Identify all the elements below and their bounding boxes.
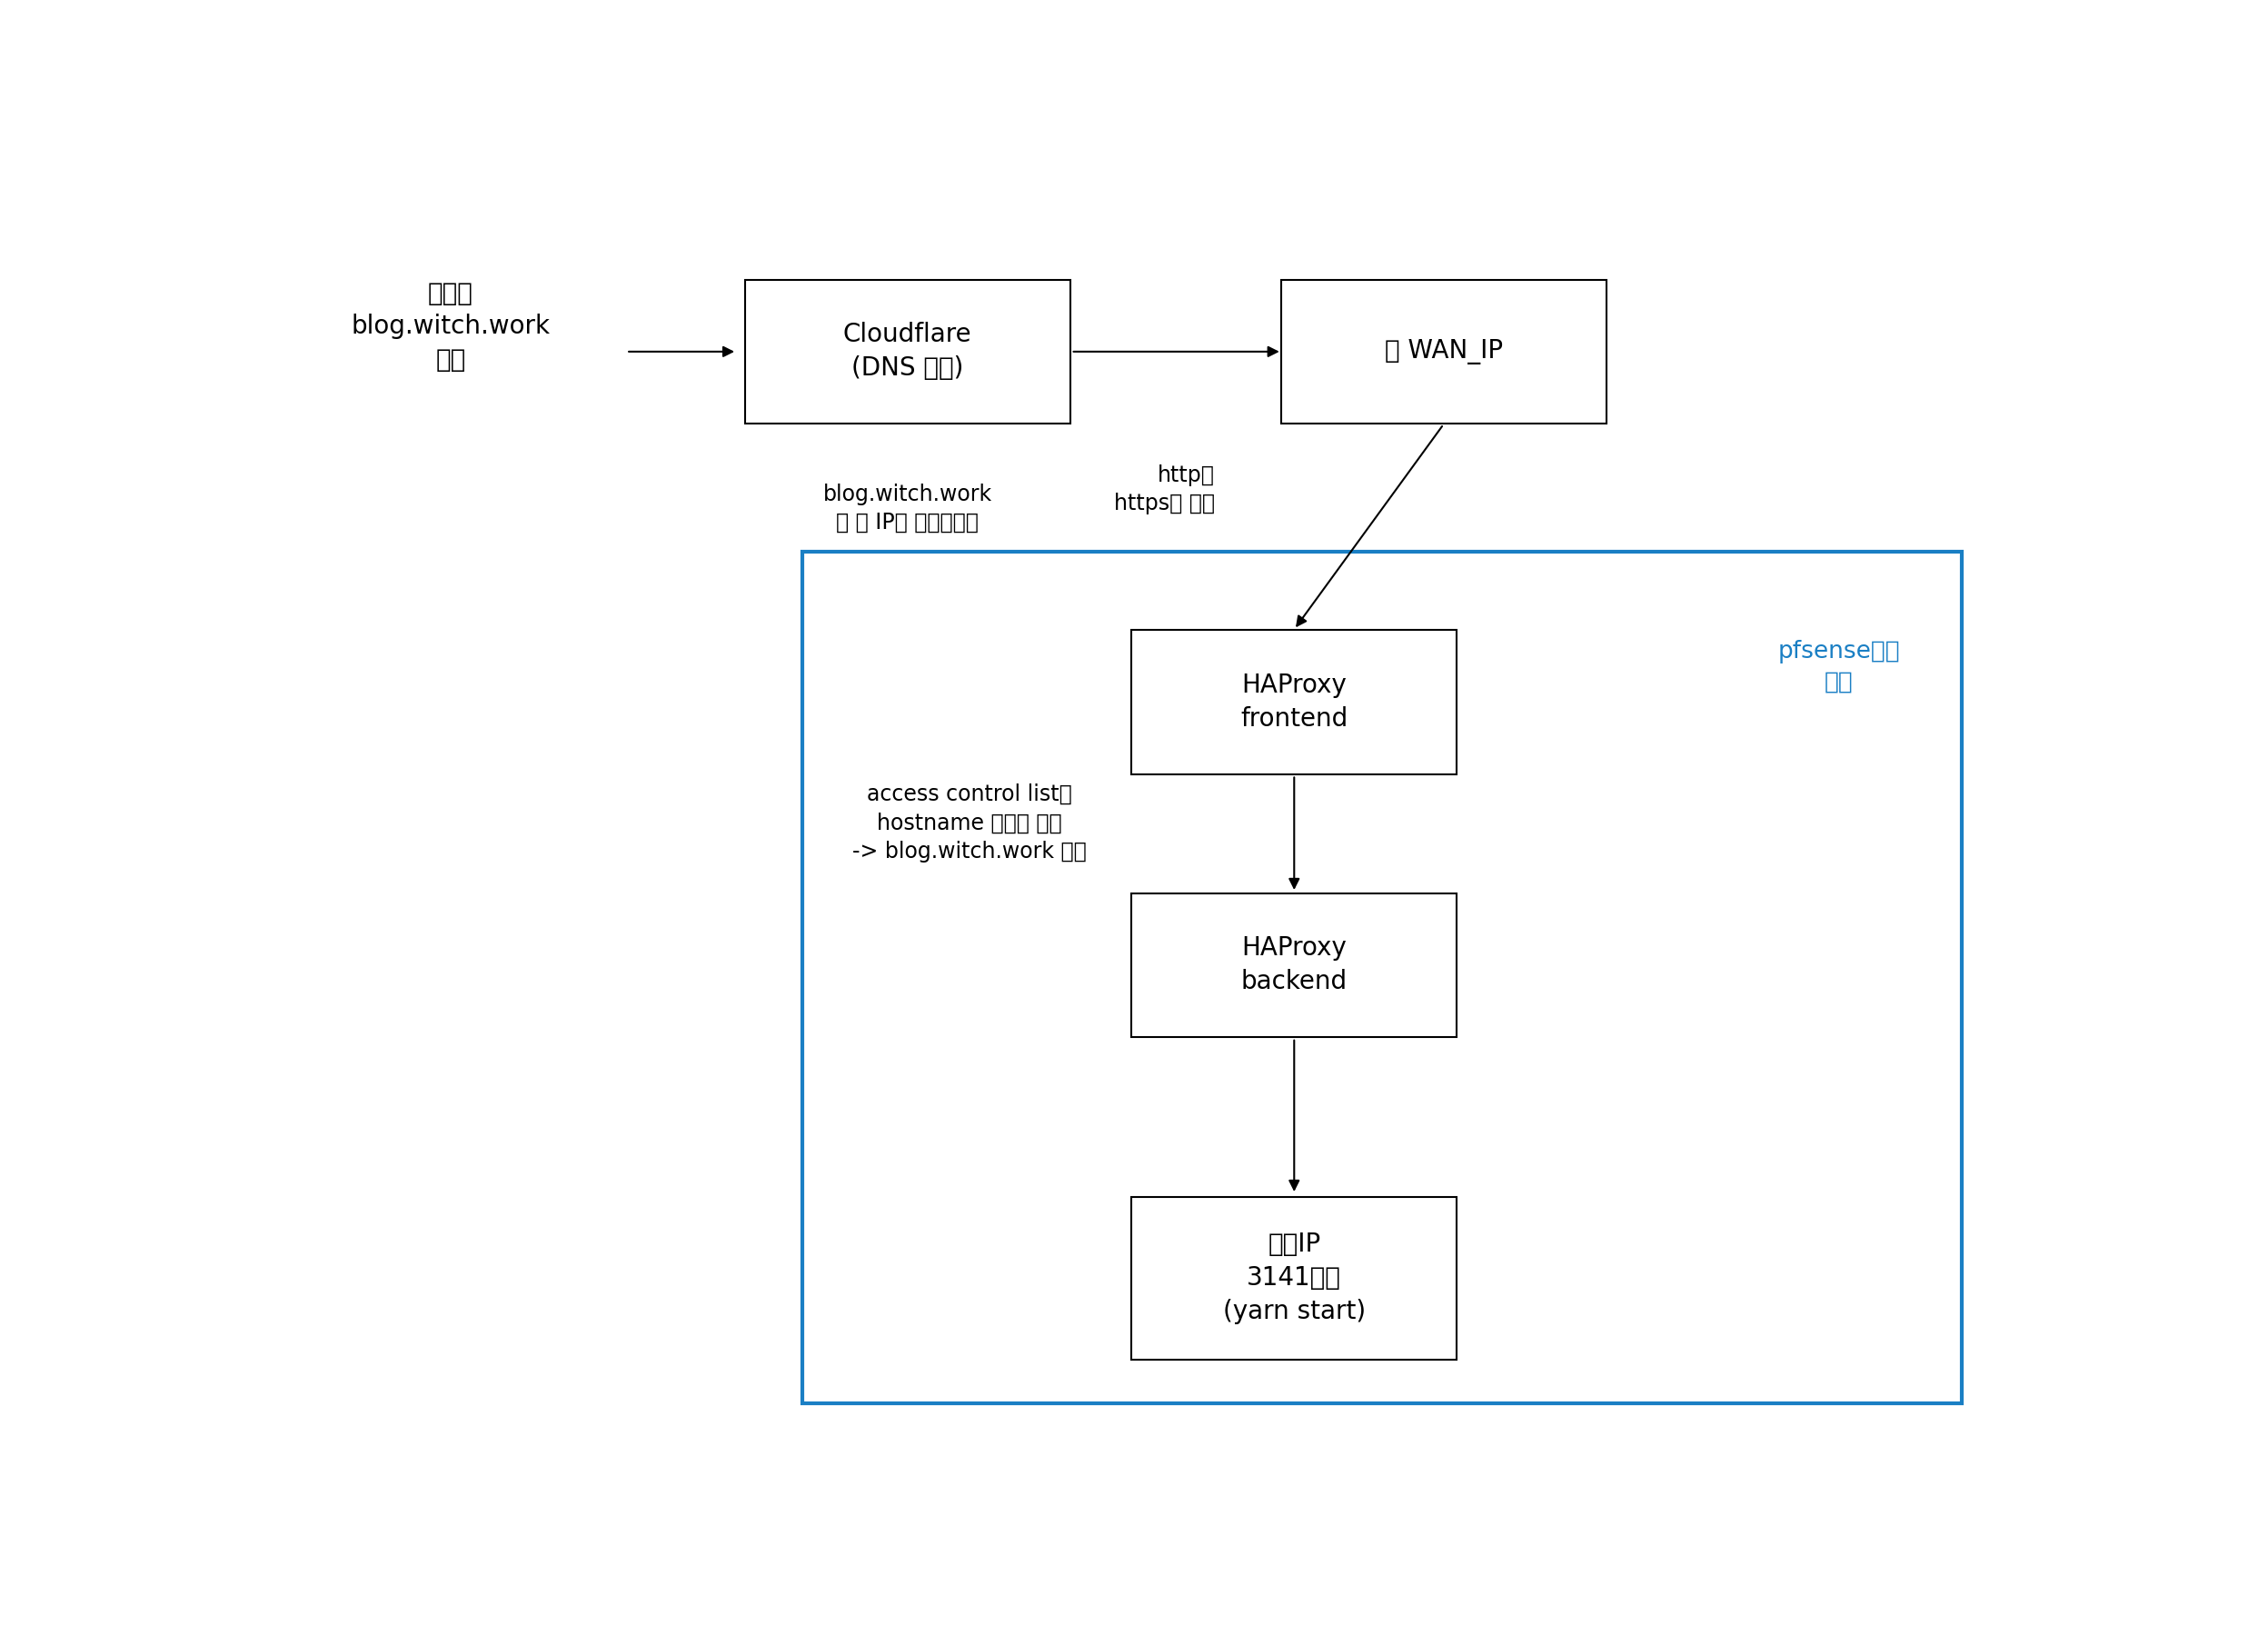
Text: 내부IP
3141포트
(yarn start): 내부IP 3141포트 (yarn start) — [1222, 1233, 1365, 1324]
Text: pfsense에서
관리: pfsense에서 관리 — [1778, 639, 1901, 694]
Text: Cloudflare
(DNS 역할): Cloudflare (DNS 역할) — [844, 322, 971, 380]
Bar — [1132, 631, 1456, 774]
Text: 내 WAN_IP: 내 WAN_IP — [1383, 338, 1504, 364]
Text: HAProxy
backend: HAProxy backend — [1241, 935, 1347, 995]
Text: blog.witch.work
를 내 IP로 연결해준다: blog.witch.work 를 내 IP로 연결해준다 — [823, 483, 991, 533]
Bar — [1132, 893, 1456, 1037]
Bar — [744, 280, 1070, 424]
Text: 사용자
blog.witch.work
접속: 사용자 blog.witch.work 접속 — [352, 280, 549, 372]
Text: access control list에
hostname 있는지 확인
-> blog.witch.work 존재: access control list에 hostname 있는지 확인 -> … — [853, 784, 1086, 863]
Bar — [803, 551, 1962, 1403]
Text: HAProxy
frontend: HAProxy frontend — [1241, 673, 1347, 732]
Bar — [1132, 1197, 1456, 1359]
Text: http면
https로 변함: http면 https로 변함 — [1114, 465, 1216, 515]
Bar — [1281, 280, 1606, 424]
